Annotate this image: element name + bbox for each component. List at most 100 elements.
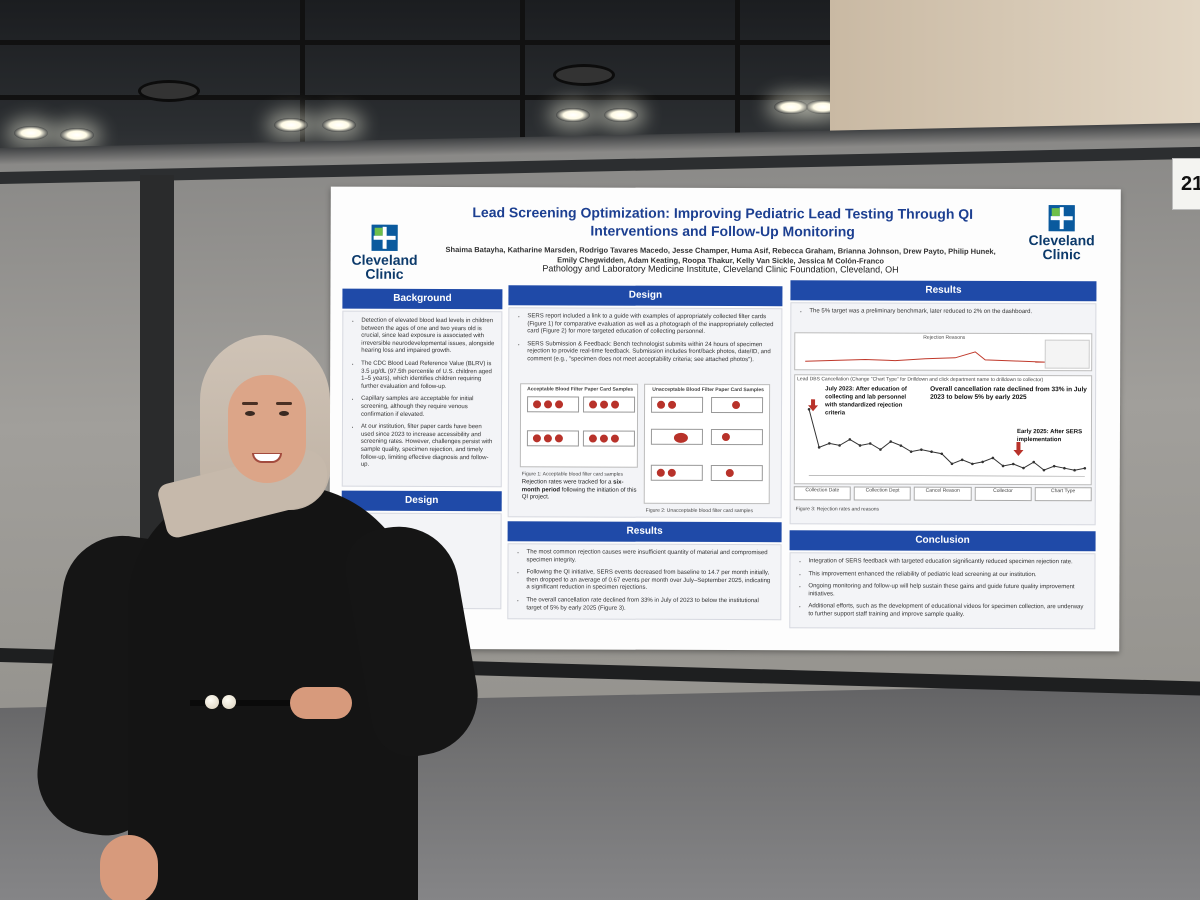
presenter-hand-on-hip xyxy=(290,687,352,719)
rejection-reasons-chart: Rejection Reasons xyxy=(794,332,1093,372)
cancellation-data-point xyxy=(899,444,903,447)
cancellation-data-point xyxy=(1083,466,1087,470)
conclusion-item: Ongoing monitoring and follow-up will he… xyxy=(808,583,1088,599)
air-vent xyxy=(553,64,615,86)
results-middle-panel: The most common rejection causes were in… xyxy=(507,543,782,621)
filter-card-sample xyxy=(650,428,703,445)
cancellation-data-point xyxy=(1032,460,1036,464)
annotation-cancellation-decline: Overall cancellation rate declined from … xyxy=(930,386,1090,403)
conclusion-heading: Conclusion xyxy=(789,530,1096,552)
air-vent xyxy=(138,80,200,102)
presenter xyxy=(29,335,488,900)
annotation-arrow xyxy=(808,399,819,412)
presenter-smile xyxy=(252,453,282,463)
annotation-arrow xyxy=(1013,442,1024,457)
poster-title: Lead Screening Optimization: Improving P… xyxy=(472,204,974,240)
cancellation-data-point xyxy=(879,448,882,451)
logo-left: Cleveland Clinic xyxy=(344,224,424,282)
ceiling-beam xyxy=(300,0,305,185)
cancellation-data-point xyxy=(1011,462,1015,466)
filter-card-sample xyxy=(711,396,764,414)
cancellation-data-point xyxy=(940,452,944,456)
conclusion-item: Additional efforts, such as the developm… xyxy=(808,604,1088,620)
annotation-post: by early 2025 xyxy=(983,393,1027,402)
cancellation-data-point xyxy=(1001,464,1005,468)
cancellation-data-point xyxy=(909,450,913,453)
filter-collection-dept: Collection Dept xyxy=(853,486,912,501)
design-item: SERS report included a link to a guide w… xyxy=(527,313,775,337)
ceiling-beam xyxy=(0,40,1200,45)
presenter-lower-hand xyxy=(100,835,158,900)
cancellation-data-point xyxy=(838,444,841,447)
filter-card-sample xyxy=(650,464,703,481)
logo-text-line2: Clinic xyxy=(365,265,404,282)
cancellation-plot xyxy=(807,399,1087,477)
presenter-belt xyxy=(190,700,345,706)
ceiling-beam xyxy=(520,0,525,185)
results-item: Following the QI initiative, SERS events… xyxy=(526,569,774,593)
cleveland-clinic-logo-icon xyxy=(1048,205,1075,232)
logo-text-line1: Cleveland xyxy=(1028,232,1095,249)
annotation-pre: Overall cancellation rate declined from xyxy=(930,385,1052,394)
poster-affiliation: Pathology and Laboratory Medicine Instit… xyxy=(542,263,899,275)
filter-card-sample xyxy=(527,396,580,413)
presenter-eye xyxy=(279,411,289,416)
cancellation-data-point xyxy=(868,442,872,445)
annotation-july-2023: July 2023: After education of collecting… xyxy=(825,386,907,417)
background-heading: Background xyxy=(342,288,503,310)
ceiling-light xyxy=(322,118,356,132)
logo-right: Cleveland Clinic xyxy=(1021,205,1103,262)
conclusion-item: Integration of SERS feedback with target… xyxy=(808,558,1088,567)
rejection-reasons-plot xyxy=(805,339,1090,369)
design-item: SERS Submission & Feedback: Bench techno… xyxy=(527,341,775,365)
cancellation-data-point xyxy=(1022,466,1025,470)
tracking-note-pre: Rejection rates were tracked for a xyxy=(521,479,614,486)
figure-2-unacceptable-cards: Unacceptable Blood Filter Paper Card Sam… xyxy=(643,383,771,505)
figure-3-caption: Figure 3: Rejection rates and reasons xyxy=(795,506,880,513)
cancellation-data-point xyxy=(828,442,831,445)
annotation-bold-33: 33% xyxy=(1051,386,1065,394)
filter-chart-type: Chart Type xyxy=(1034,487,1092,502)
annotation-early-2025: Early 2025: After SERS implementation xyxy=(1016,429,1083,444)
cancellation-data-point xyxy=(930,450,933,454)
ceiling-light xyxy=(774,100,808,114)
filter-card-sample xyxy=(710,464,763,482)
conclusion-item: This improvement enhanced the reliabilit… xyxy=(808,571,1088,580)
cancellation-data-point xyxy=(848,438,852,441)
rejection-reasons-legend xyxy=(1044,339,1090,369)
tracking-note: Rejection rates were tracked for a six-m… xyxy=(522,479,642,502)
filter-card-sample xyxy=(526,430,579,447)
cancellation-data-point xyxy=(950,462,954,466)
ceiling-light xyxy=(556,108,590,122)
cancellation-data-point xyxy=(1063,466,1066,470)
research-poster: Cleveland Clinic Cleveland Clinic Lead S… xyxy=(329,186,1121,652)
filter-card-sample xyxy=(582,430,635,447)
acceptable-title: Acceptable Blood Filter Paper Card Sampl… xyxy=(527,386,634,393)
cancellation-data-point xyxy=(1073,468,1076,472)
filter-card-sample xyxy=(710,428,763,446)
cancellation-data-point xyxy=(858,444,862,447)
cancellation-data-point xyxy=(971,462,974,466)
cancellation-data-point xyxy=(807,407,811,411)
figure-1-caption: Figure 1: Acceptable blood filter card s… xyxy=(521,471,623,478)
x-axis xyxy=(808,474,1085,477)
cancellation-data-point xyxy=(981,460,984,464)
ceiling-light xyxy=(604,108,638,122)
rejection-reasons-line xyxy=(805,351,1046,363)
filter-collector: Collector xyxy=(974,486,1032,502)
cancellation-series-line xyxy=(808,409,1085,471)
results-intro: The 5% target was a preliminary benchmar… xyxy=(809,308,1089,317)
cancellation-data-point xyxy=(920,448,923,451)
presenter-eyebrow xyxy=(276,402,292,405)
logo-text-line1: Cleveland xyxy=(351,251,418,268)
ceiling-light xyxy=(14,126,48,140)
presenter-eye xyxy=(245,411,255,416)
belt-pearl xyxy=(222,695,236,709)
unacceptable-title: Unacceptable Blood Filter Paper Card Sam… xyxy=(652,386,764,394)
ceiling-beam xyxy=(735,0,740,185)
design-heading: Design xyxy=(508,285,783,307)
booth-number: 21 xyxy=(1172,158,1200,210)
filter-card-sample xyxy=(651,396,704,413)
cancellation-data-point xyxy=(1052,464,1056,468)
figure-2-caption: Figure 2: Unacceptable blood filter card… xyxy=(645,507,753,515)
